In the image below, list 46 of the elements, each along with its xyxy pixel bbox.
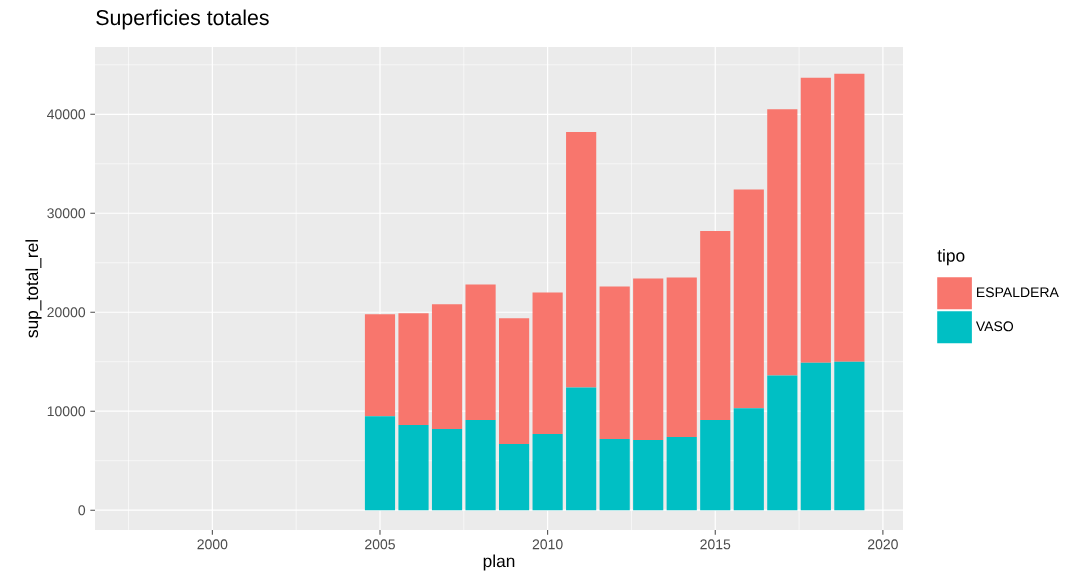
bar [398,313,429,426]
bar [834,361,865,511]
bar [431,304,463,430]
x-tick-label: 2020 [868,539,898,550]
bar [599,438,630,511]
x-axis-title: plan [483,554,515,571]
bar [834,73,865,362]
bar [499,443,530,511]
bar [532,433,563,511]
bar [499,318,530,444]
legend-label: VASO [975,321,1014,332]
bar [599,286,630,439]
bar [398,425,429,511]
bar [465,284,496,421]
y-tick-label: 30000 [47,208,86,219]
bar [733,189,764,409]
y-tick-label: 20000 [47,307,86,318]
x-tick-label: 2010 [532,539,563,550]
x-tick-label: 2015 [700,539,731,550]
y-tick-label: 40000 [47,109,86,120]
y-axis-title: sup_total_rel [25,240,42,338]
bar [767,109,798,376]
bar [800,77,831,363]
x-tick-label: 2000 [197,539,228,550]
bar [431,429,463,511]
bar [700,420,731,511]
bar [666,277,697,437]
bar [364,416,396,511]
y-tick-label: 0 [78,505,86,516]
y-tick-label: 10000 [47,406,86,417]
bar [465,420,496,511]
bar [767,375,798,511]
bar [800,362,831,511]
bar [566,387,597,511]
bar [532,292,563,434]
bar [364,314,396,417]
chart-title: Superficies totales [96,9,269,30]
bar [633,439,664,511]
legend-title: tipo [937,249,965,266]
x-tick-label: 2005 [365,539,395,550]
bar [666,436,697,511]
legend-label: ESPALDERA [977,287,1059,298]
bar [566,132,597,388]
bar [633,278,664,440]
bar [700,231,731,421]
bar [733,408,764,511]
